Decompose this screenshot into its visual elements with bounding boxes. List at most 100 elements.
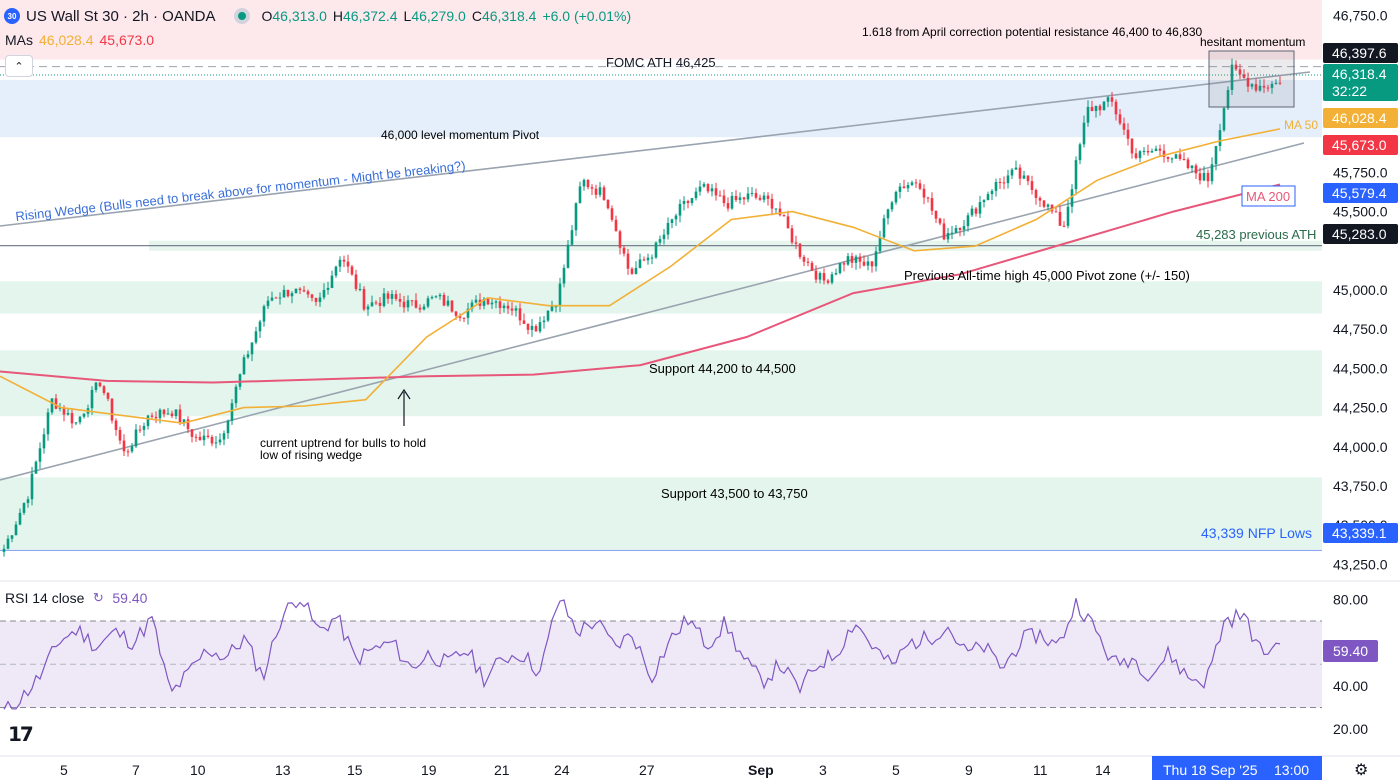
ohlc-close: C46,318.4: [471, 8, 537, 24]
candle-body: [622, 247, 626, 254]
y-tick-label: 45,750.0: [1333, 164, 1388, 180]
candle-body: [1258, 85, 1262, 91]
price-axis-tag-label: 46,318.4: [1332, 66, 1387, 82]
candle-body: [450, 300, 454, 312]
price-axis-tag: [1323, 135, 1398, 155]
gear-icon[interactable]: ⚙: [1354, 762, 1369, 779]
candle-body: [62, 407, 66, 415]
candle-body: [218, 439, 222, 443]
x-tick-label: 7: [132, 762, 140, 778]
candle-body: [110, 398, 114, 421]
x-tick-label: 10: [190, 762, 206, 778]
candle-body: [1222, 108, 1226, 131]
candle-body: [1182, 159, 1186, 161]
symbol-badge-icon[interactable]: 30: [4, 8, 20, 24]
y-tick-label: 44,500.0: [1333, 360, 1388, 376]
candle-body: [226, 420, 230, 434]
candle-body: [1046, 204, 1050, 207]
candle-body: [298, 288, 302, 291]
candle-body: [1026, 175, 1030, 182]
candle-body: [878, 237, 882, 252]
collapse-legend-button[interactable]: ⌃: [5, 55, 33, 77]
y-tick-label: 43,750.0: [1333, 478, 1388, 494]
candle-body: [518, 308, 522, 321]
candle-body: [566, 244, 570, 268]
moving-averages-legend[interactable]: MAs 46,028.4 45,673.0: [5, 32, 154, 48]
candle-body: [394, 294, 398, 299]
candle-body: [834, 273, 838, 275]
resistance-zone-label: 1.618 from April correction potential re…: [862, 25, 1203, 39]
candle-body: [286, 289, 290, 297]
price-axis-tag-label: 46,028.4: [1332, 110, 1387, 126]
candle-body: [1230, 64, 1234, 91]
candle-body: [382, 293, 386, 306]
candle-body: [74, 422, 78, 424]
uptrend-label-line1: current uptrend for bulls to hold: [260, 436, 426, 450]
candle-body: [618, 231, 622, 248]
candle-body: [774, 208, 778, 210]
candle-body: [550, 306, 554, 311]
candle-body: [38, 448, 42, 462]
candle-body: [1054, 211, 1058, 213]
candle-body: [614, 219, 618, 232]
rsi-tick-label: 80.00: [1333, 591, 1368, 607]
ma50-legend-value: 46,028.4: [39, 32, 94, 48]
candle-body: [1018, 167, 1022, 179]
candle-body: [642, 259, 646, 261]
x-tick-label: 5: [892, 762, 900, 778]
candle-body: [94, 382, 98, 391]
candle-body: [346, 261, 350, 267]
candle-body: [822, 273, 826, 281]
candle-body: [1154, 148, 1158, 152]
zone-band: [0, 281, 1322, 314]
cycle-icon[interactable]: ↻: [92, 590, 104, 605]
candle-body: [1114, 101, 1118, 115]
candle-body: [894, 191, 898, 203]
tradingview-logo-icon[interactable]: 𝟭𝟳: [8, 724, 34, 746]
candle-body: [530, 326, 534, 330]
price-axis-tag: [1323, 224, 1398, 244]
time-cursor-hour: 13:00: [1274, 762, 1309, 778]
candle-body: [1206, 172, 1210, 182]
candle-body: [414, 300, 418, 308]
candle-body: [1058, 211, 1062, 226]
candle-body: [282, 289, 286, 298]
candle-body: [998, 181, 1002, 183]
candle-body: [890, 202, 894, 210]
candle-body: [330, 275, 334, 288]
candle-body: [402, 301, 406, 308]
candle-body: [510, 308, 514, 311]
uptrend-label-line2: low of rising wedge: [260, 448, 362, 462]
candle-body: [374, 302, 378, 304]
candle-body: [206, 435, 210, 438]
candle-body: [418, 307, 422, 310]
y-tick-label: 44,250.0: [1333, 400, 1388, 416]
candle-body: [582, 179, 586, 187]
candle-body: [310, 294, 314, 298]
market-status-icon[interactable]: [233, 8, 250, 24]
candle-body: [398, 298, 402, 302]
candle-body: [338, 259, 342, 267]
candle-body: [718, 195, 722, 197]
candle-body: [42, 434, 46, 449]
candle-body: [258, 321, 262, 332]
candle-body: [1010, 169, 1014, 176]
candle-body: [802, 256, 806, 262]
candle-body: [546, 310, 550, 321]
rsi-legend[interactable]: RSI 14 close ↻ 59.40: [5, 590, 147, 606]
x-tick-label: 13: [275, 762, 291, 778]
candle-body: [154, 416, 158, 419]
candle-body: [102, 386, 106, 393]
candle-body: [862, 261, 866, 266]
candle-body: [970, 208, 974, 216]
symbol-title[interactable]: US Wall St 30 · 2h · OANDA: [26, 7, 216, 25]
price-axis-tag-label: 45,579.4: [1332, 185, 1387, 201]
candle-body: [766, 195, 770, 199]
candle-body: [590, 187, 594, 189]
candle-body: [1278, 82, 1282, 84]
x-tick-label: Sep: [748, 762, 774, 778]
candle-body: [14, 524, 18, 536]
candle-body: [954, 228, 958, 233]
candle-body: [446, 300, 450, 306]
